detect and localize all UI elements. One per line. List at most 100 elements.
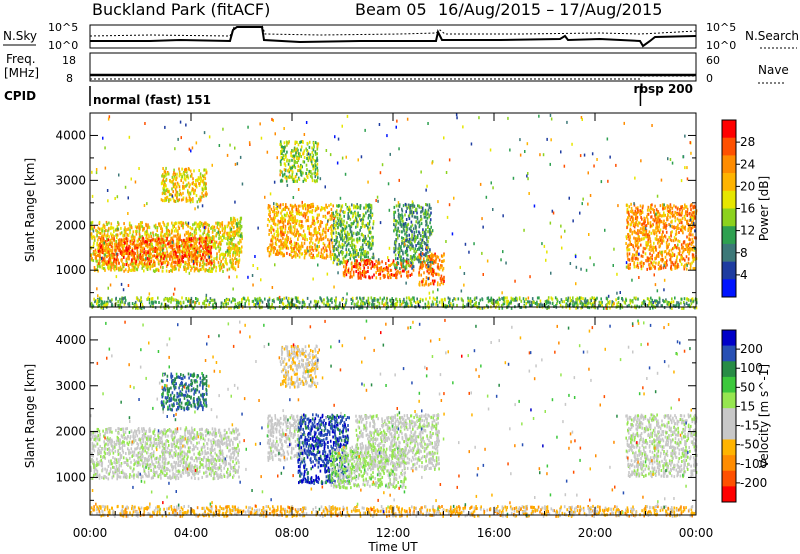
- echo-cell: [215, 265, 218, 269]
- echo-cell: [203, 250, 205, 254]
- echo-cell: [102, 306, 105, 310]
- echo-cell: [240, 240, 242, 244]
- echo-cell: [281, 209, 283, 213]
- echo-cell: [315, 300, 318, 304]
- echo-cell: [407, 203, 410, 207]
- echo-cell: [228, 298, 231, 302]
- echo-cell: [483, 306, 486, 310]
- echo-cell: [301, 204, 303, 208]
- echo-cell: [164, 254, 166, 258]
- echo-cell: [298, 209, 300, 213]
- echo-cell: [422, 264, 425, 268]
- echo-cell: [322, 246, 325, 250]
- echo-cell: [300, 244, 302, 248]
- echo-cell: [334, 301, 337, 304]
- echo-cell: [188, 249, 190, 253]
- echo-cell: [235, 243, 237, 247]
- echo-cell: [395, 297, 398, 301]
- echo-cell: [207, 251, 210, 255]
- echo-cell: [121, 253, 123, 257]
- echo-cell: [131, 251, 134, 255]
- echo-cell: [340, 230, 343, 234]
- echo-cell: [311, 150, 314, 154]
- echo-cell: [316, 172, 318, 176]
- echo-cell: [357, 232, 359, 236]
- echo-cell: [334, 299, 336, 303]
- echo-cell: [372, 299, 375, 303]
- echo-cell: [147, 223, 149, 227]
- echo-cell: [163, 298, 165, 302]
- echo-cell: [211, 240, 213, 244]
- echo-cell: [430, 303, 433, 307]
- echo-cell: [104, 245, 107, 249]
- echo-cell: [359, 204, 362, 208]
- echo-cell: [315, 248, 318, 252]
- echo-cell: [164, 189, 166, 193]
- echo-cell: [110, 238, 112, 242]
- echo-cell: [193, 245, 196, 249]
- echo-cell: [424, 208, 427, 212]
- echo-cell: [335, 238, 338, 242]
- echo-cell: [170, 193, 172, 196]
- echo-cell: [200, 198, 202, 202]
- echo-cell: [392, 273, 394, 277]
- echo-cell: [377, 261, 379, 264]
- echo-cell: [294, 234, 296, 238]
- echo-cell: [268, 205, 271, 209]
- echo-cell: [128, 268, 130, 272]
- echo-cell: [125, 248, 127, 252]
- echo-cell: [209, 250, 211, 254]
- echo-cell: [198, 199, 201, 203]
- echo-cell: [372, 303, 374, 307]
- echo-cell: [178, 268, 180, 272]
- echo-cell: [225, 250, 227, 254]
- echo-cell: [405, 264, 407, 268]
- echo-cell: [318, 213, 320, 217]
- echo-cell: [363, 206, 365, 210]
- echo-cell: [389, 268, 392, 272]
- echo-cell: [227, 302, 229, 306]
- echo-cell: [160, 181, 163, 185]
- echo-cell: [91, 236, 93, 239]
- echo-cell: [509, 301, 511, 305]
- echo-cell: [295, 219, 298, 223]
- echo-cell: [349, 257, 352, 261]
- echo-cell: [422, 306, 424, 310]
- echo-cell: [154, 246, 157, 250]
- echo-cell: [671, 297, 673, 301]
- echo-cell: [301, 244, 304, 248]
- echo-cell: [428, 215, 430, 219]
- echo-cell: [124, 296, 126, 300]
- echo-cell: [163, 222, 165, 226]
- echo-cell: [341, 234, 343, 238]
- echo-cell: [364, 239, 367, 243]
- echo-cell: [422, 259, 425, 263]
- echo-cell: [599, 303, 602, 307]
- echo-cell: [333, 258, 335, 262]
- echo-cell: [298, 220, 301, 223]
- echo-cell: [282, 146, 285, 149]
- echo-cell: [105, 220, 108, 224]
- echo-cell: [349, 244, 352, 247]
- echo-cell: [288, 220, 290, 224]
- echo-cell: [329, 247, 331, 251]
- echo-cell: [213, 235, 215, 239]
- echo-cell: [399, 300, 402, 304]
- echo-cell: [405, 271, 408, 274]
- echo-cell: [514, 297, 516, 301]
- echo-cell: [274, 215, 277, 219]
- echo-cell: [119, 301, 122, 305]
- echo-cell: [609, 306, 611, 310]
- echo-cell: [261, 300, 264, 304]
- echo-cell: [219, 265, 221, 269]
- echo-cell: [598, 300, 601, 304]
- echo-cell: [506, 299, 508, 303]
- echo-cell: [361, 306, 364, 310]
- echo-cell: [145, 266, 148, 270]
- echo-cell: [223, 236, 225, 240]
- echo-cell: [371, 238, 374, 242]
- echo-cell: [148, 262, 151, 266]
- echo-cell: [271, 234, 274, 238]
- echo-cell: [179, 192, 182, 195]
- echo-cell: [151, 245, 153, 248]
